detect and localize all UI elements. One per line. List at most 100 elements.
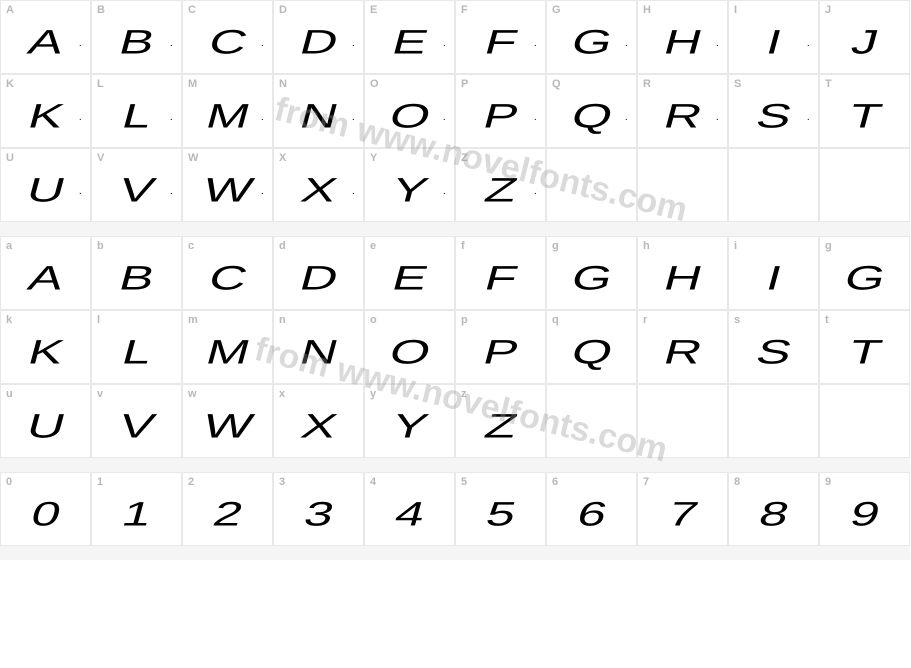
glyph: 5 [481, 495, 520, 534]
baseline-dot: · [625, 40, 628, 51]
glyph-cell[interactable]: DD· [273, 0, 364, 74]
glyph: G [839, 259, 889, 298]
glyph: F [480, 259, 522, 298]
glyph-cell[interactable] [728, 148, 819, 222]
glyph-cell[interactable]: HH· [637, 0, 728, 74]
glyph-cell[interactable]: 55 [455, 472, 546, 546]
glyph-cell[interactable]: MM· [182, 74, 273, 148]
glyph-cell[interactable]: uU [0, 384, 91, 458]
glyph-cell[interactable] [819, 148, 910, 222]
glyph-cell[interactable]: TT [819, 74, 910, 148]
glyph-cell[interactable]: RR· [637, 74, 728, 148]
glyph-cell[interactable]: SS· [728, 74, 819, 148]
glyph-cell[interactable]: iI [728, 236, 819, 310]
cell-label: i [734, 240, 737, 252]
glyph: N [295, 333, 342, 372]
glyph-cell[interactable]: 33 [273, 472, 364, 546]
glyph-cell[interactable]: wW [182, 384, 273, 458]
glyph-cell[interactable]: nN [273, 310, 364, 384]
glyph-cell[interactable] [637, 148, 728, 222]
baseline-dot: · [261, 114, 264, 125]
glyph: 7 [663, 495, 702, 534]
glyph-cell[interactable]: gG [546, 236, 637, 310]
glyph-cell[interactable]: cC [182, 236, 273, 310]
cell-label: O [370, 78, 379, 90]
glyph-cell[interactable]: 00 [0, 472, 91, 546]
glyph-cell[interactable]: CC· [182, 0, 273, 74]
glyph-cell[interactable]: vV [91, 384, 182, 458]
glyph-cell[interactable]: 11 [91, 472, 182, 546]
cell-label: S [734, 78, 741, 90]
glyph-cell[interactable]: QQ· [546, 74, 637, 148]
glyph-cell[interactable]: XX· [273, 148, 364, 222]
glyph-cell[interactable]: bB [91, 236, 182, 310]
cell-label: Y [370, 152, 377, 164]
glyph-cell[interactable]: OO· [364, 74, 455, 148]
glyph-cell[interactable]: sS [728, 310, 819, 384]
glyph-cell[interactable] [728, 384, 819, 458]
glyph-cell[interactable]: aA [0, 236, 91, 310]
glyph-cell[interactable]: UU· [0, 148, 91, 222]
glyph: L [117, 97, 156, 136]
glyph-cell[interactable]: EE· [364, 0, 455, 74]
glyph: R [659, 97, 706, 136]
glyph-cell[interactable]: 44 [364, 472, 455, 546]
glyph-cell[interactable]: eE [364, 236, 455, 310]
glyph: U [22, 407, 69, 446]
glyph: I [761, 23, 786, 62]
baseline-dot: · [443, 114, 446, 125]
glyph-cell[interactable]: 22 [182, 472, 273, 546]
glyph-cell[interactable]: JJ [819, 0, 910, 74]
glyph-cell[interactable]: GG· [546, 0, 637, 74]
glyph-cell[interactable]: WW· [182, 148, 273, 222]
glyph-cell[interactable]: I I · [728, 0, 819, 74]
glyph-cell[interactable]: AA· [0, 0, 91, 74]
glyph-cell[interactable]: hH [637, 236, 728, 310]
glyph-cell[interactable]: LL· [91, 74, 182, 148]
glyph-cell[interactable]: yY [364, 384, 455, 458]
cell-label: T [825, 78, 832, 90]
glyph-cell[interactable] [546, 384, 637, 458]
glyph-cell[interactable]: VV· [91, 148, 182, 222]
glyph: E [387, 259, 431, 298]
glyph-cell[interactable]: PP· [455, 74, 546, 148]
glyph-cell[interactable] [819, 384, 910, 458]
glyph-cell[interactable]: gG [819, 236, 910, 310]
glyph-cell[interactable] [546, 148, 637, 222]
glyph-cell[interactable]: 88 [728, 472, 819, 546]
glyph-cell[interactable] [637, 384, 728, 458]
glyph-cell[interactable]: 66 [546, 472, 637, 546]
glyph-cell[interactable]: pP [455, 310, 546, 384]
glyph-cell[interactable]: YY· [364, 148, 455, 222]
glyph: 9 [845, 495, 884, 534]
glyph-cell[interactable]: qQ [546, 310, 637, 384]
glyph-cell[interactable]: dD [273, 236, 364, 310]
glyph-cell[interactable]: NN· [273, 74, 364, 148]
baseline-dot: · [807, 40, 810, 51]
glyph: 2 [208, 495, 247, 534]
glyph-cell[interactable]: 77 [637, 472, 728, 546]
glyph-cell[interactable]: FF· [455, 0, 546, 74]
glyph-cell[interactable]: lL [91, 310, 182, 384]
baseline-dot: · [534, 40, 537, 51]
glyph-cell[interactable]: mM [182, 310, 273, 384]
glyph-block-lowercase: aAbBcCdDeEfFgGhHiIgGkKlLmMnNoOpPqQrRsStT… [0, 236, 910, 458]
glyph: V [114, 407, 158, 446]
cell-label: L [97, 78, 104, 90]
cell-label: f [461, 240, 465, 252]
glyph-cell[interactable]: rR [637, 310, 728, 384]
glyph-cell[interactable]: KK· [0, 74, 91, 148]
glyph-cell[interactable]: tT [819, 310, 910, 384]
glyph-cell[interactable]: kK [0, 310, 91, 384]
glyph: T [844, 97, 886, 136]
glyph-cell[interactable]: fF [455, 236, 546, 310]
glyph-cell[interactable]: xX [273, 384, 364, 458]
glyph: X [296, 171, 340, 210]
glyph-cell[interactable]: BB· [91, 0, 182, 74]
glyph-cell[interactable]: oO [364, 310, 455, 384]
cell-label: 8 [734, 476, 740, 488]
cell-label: I [734, 4, 737, 16]
glyph-cell[interactable]: 99 [819, 472, 910, 546]
glyph-cell[interactable]: ZZ· [455, 148, 546, 222]
glyph-cell[interactable]: zZ [455, 384, 546, 458]
